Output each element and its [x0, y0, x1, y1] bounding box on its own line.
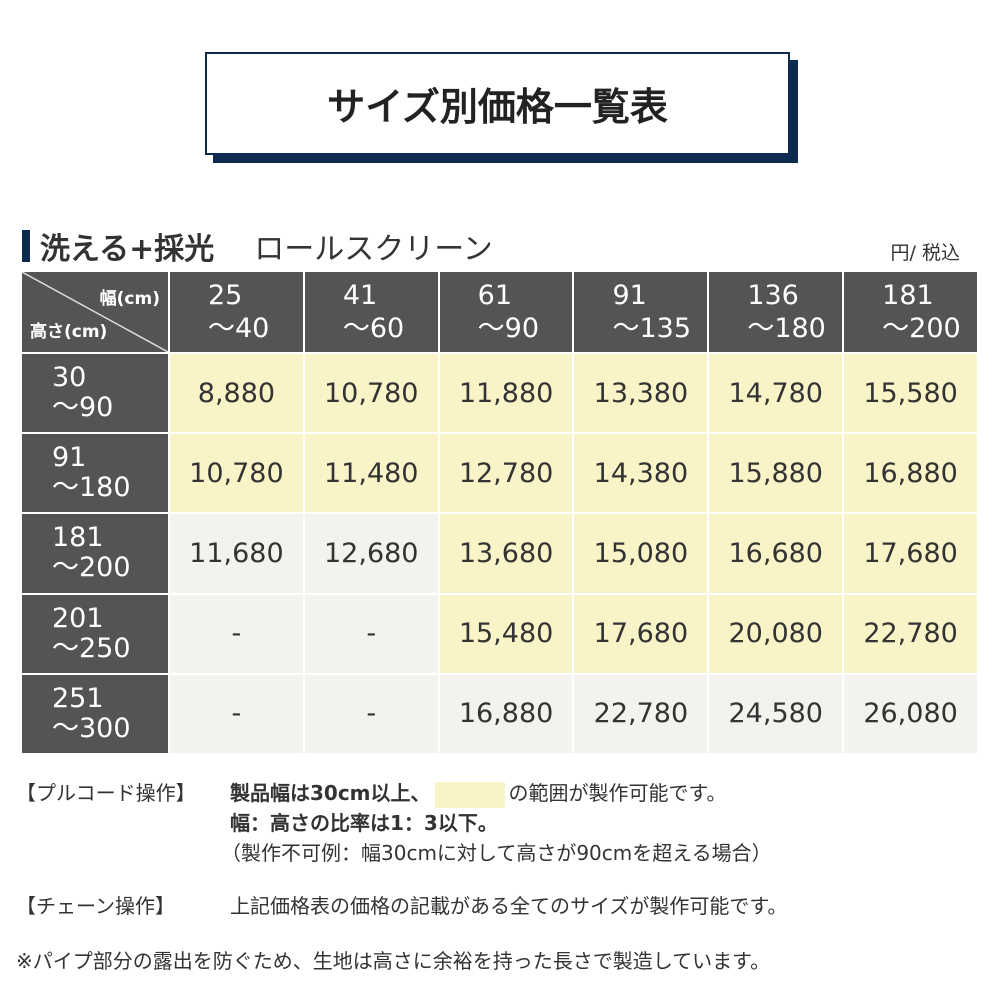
price-cell: 20,080 — [709, 594, 843, 673]
product-type: ロールスクリーン — [254, 232, 493, 267]
label-line: 〜200 — [882, 313, 961, 344]
price-cell: 22,780 — [574, 674, 708, 753]
price-cell: 12,780 — [439, 434, 573, 513]
price-cell: 17,680 — [844, 514, 977, 593]
price-cell: 14,380 — [574, 434, 708, 513]
label-line: 〜200 — [52, 552, 131, 584]
label-line: 〜250 — [52, 632, 131, 664]
pullcord-label: 【プルコード操作】 — [16, 781, 196, 805]
chain-label: 【チェーン操作】 — [16, 894, 175, 918]
label-line: 25 — [208, 280, 243, 311]
price-cell: 11,680 — [170, 514, 303, 593]
available-swatch — [434, 781, 505, 808]
product-name: 洗える+採光 — [40, 232, 215, 267]
label-line: 91 — [52, 442, 87, 474]
label-line: 〜60 — [342, 313, 405, 344]
price-cell: - — [304, 594, 438, 673]
price-cell: 12,680 — [304, 514, 438, 593]
footnote: ※パイプ部分の露出を防ぐため、生地は高さに余裕を持った長さで製造しています。 — [16, 949, 771, 973]
price-cell: 15,480 — [439, 594, 573, 673]
row-header: 251 〜300 — [22, 674, 168, 753]
price-cell: 11,480 — [304, 434, 438, 513]
chain-text: 上記価格表の価格の記載がある全てのサイズが製作可能です。 — [230, 894, 788, 918]
label-line: 〜135 — [612, 313, 692, 344]
price-cell: 15,580 — [844, 354, 977, 433]
label-line: 251 — [52, 682, 104, 714]
price-cell: 13,680 — [439, 514, 573, 593]
width-axis-label: 幅(cm) — [99, 289, 160, 309]
label-line: 91 — [612, 280, 647, 311]
column-header: 136 〜180 — [709, 272, 843, 352]
table-corner: 幅(cm) 高さ(cm) — [22, 272, 168, 352]
price-cell: 15,880 — [709, 434, 843, 513]
heading-bar — [22, 230, 30, 262]
price-cell: 26,080 — [844, 674, 977, 753]
column-header: 25 〜40 — [170, 272, 303, 352]
price-cell: 15,080 — [574, 514, 708, 593]
label-line: 〜40 — [208, 313, 270, 344]
label-line: 136 — [747, 280, 799, 311]
label-line: 30 — [52, 362, 87, 394]
diagonal-line — [22, 272, 168, 352]
row-header: 91 〜180 — [22, 434, 168, 513]
label-line: 201 — [52, 602, 104, 634]
page-title: サイズ別価格一覧表 — [205, 52, 790, 155]
price-cell: 14,780 — [709, 354, 843, 433]
label-line: 181 — [882, 280, 934, 311]
pullcord-line1: 製品幅は30cm以上、 の範囲が製作可能です。 — [230, 778, 727, 808]
price-cell: 16,880 — [439, 674, 573, 753]
label-line: 〜180 — [747, 313, 826, 344]
column-header: 41 〜60 — [304, 272, 438, 352]
label-line: 〜300 — [52, 712, 131, 744]
row-header: 201 〜250 — [22, 594, 168, 673]
label-line: 41 — [342, 280, 378, 311]
price-cell: 10,780 — [304, 354, 438, 433]
label-line: 181 — [52, 522, 104, 554]
column-header: 61 〜90 — [439, 272, 573, 352]
label-line: 〜90 — [477, 313, 540, 344]
price-table: 幅(cm) 高さ(cm) 25 〜40 41 〜60 61 〜90 91 〜135 136 〜18… — [22, 272, 977, 753]
label-line: 〜180 — [52, 472, 131, 504]
price-unit: 円/ 税込 — [890, 242, 960, 264]
row-header: 181 〜200 — [22, 514, 168, 593]
price-cell: 17,680 — [574, 594, 708, 673]
price-cell: 16,880 — [844, 434, 977, 513]
column-header: 181 〜200 — [844, 272, 977, 352]
column-header: 91 〜135 — [574, 272, 708, 352]
pullcord-line3: （製作不可例：幅30cmに対して高さが90cmを超える場合） — [221, 841, 772, 865]
height-axis-label: 高さ(cm) — [30, 322, 108, 342]
price-cell: - — [170, 594, 303, 673]
price-cell: - — [170, 674, 303, 753]
product-heading: 洗える+採光 ロールスクリーン — [22, 226, 493, 267]
price-cell: 22,780 — [844, 594, 977, 673]
price-cell: 10,780 — [170, 434, 303, 513]
price-cell: 8,880 — [170, 354, 303, 433]
price-cell: 13,380 — [574, 354, 708, 433]
price-cell: 24,580 — [709, 674, 843, 753]
row-header: 30 〜90 — [22, 354, 168, 433]
price-cell: - — [304, 674, 438, 753]
label-line: 〜90 — [52, 392, 114, 424]
price-cell: 11,880 — [439, 354, 573, 433]
pullcord-line1b: の範囲が製作可能です。 — [508, 781, 727, 805]
price-cell: 16,680 — [709, 514, 843, 593]
pullcord-line1a: 製品幅は30cm以上、 — [230, 781, 431, 805]
pullcord-line2: 幅：高さの比率は1：3以下。 — [230, 811, 498, 835]
label-line: 61 — [477, 280, 513, 311]
